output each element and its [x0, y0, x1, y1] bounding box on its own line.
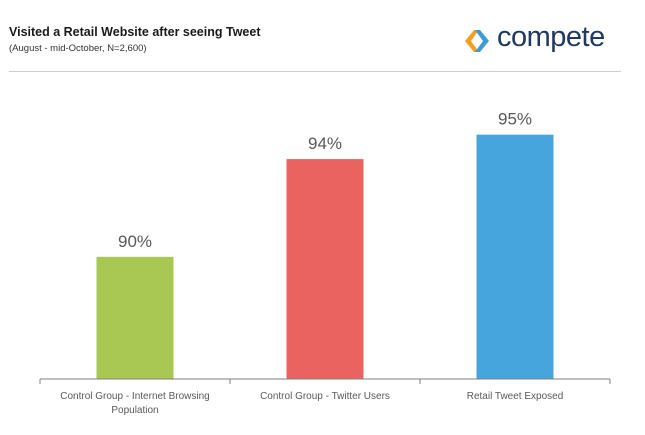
logo-text: compete: [497, 21, 605, 53]
category-label: Retail Tweet Exposed: [467, 391, 564, 402]
compete-logo: compete: [463, 21, 623, 60]
bar-value-label: 95%: [498, 110, 532, 129]
chart-title: Visited a Retail Website after seeing Tw…: [9, 25, 261, 39]
chart-subtitle: (August - mid-October, N=2,600): [9, 43, 147, 54]
category-label: Control Group - Twitter Users: [260, 391, 390, 402]
bar-value-label: 94%: [308, 134, 342, 153]
bar: [96, 256, 174, 379]
compete-logo-icon: [465, 30, 489, 52]
category-label: Control Group - Internet Browsing: [60, 391, 210, 402]
bar: [286, 159, 364, 379]
bar-value-label: 90%: [118, 232, 152, 251]
category-label: Population: [111, 405, 158, 416]
header-divider: [9, 71, 621, 72]
bar: [476, 134, 554, 379]
